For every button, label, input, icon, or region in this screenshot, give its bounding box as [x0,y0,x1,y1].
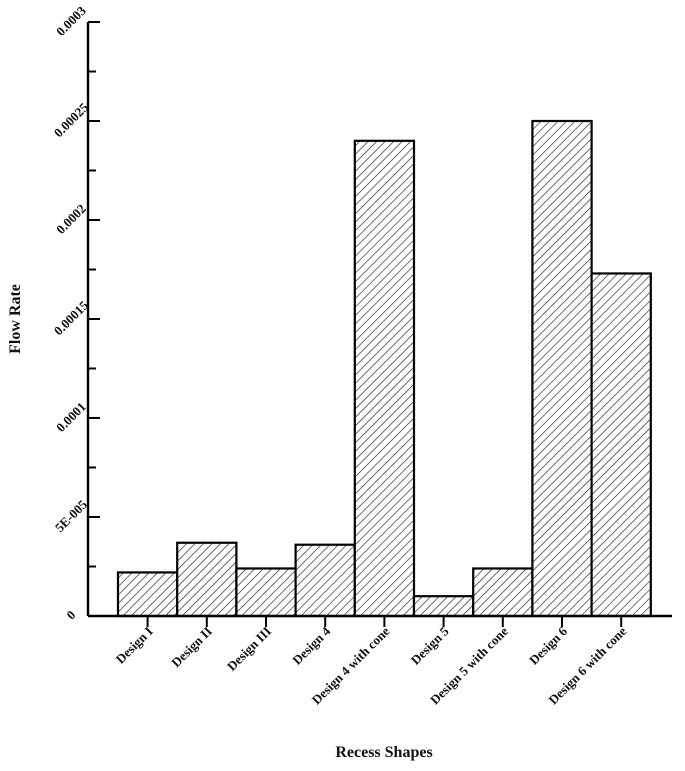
bars-layer [116,119,652,618]
x-category-label: Design III [224,624,274,674]
bar-5 [353,139,416,618]
x-category-label: Design 6 [526,623,570,667]
bar-7 [472,567,534,618]
x-category-label: Design II [168,624,215,671]
bar-1 [116,571,179,618]
x-axis-title: Recess Shapes [335,744,432,761]
y-tick-label: 0.0002 [53,201,89,237]
bar-9 [590,272,652,618]
bar-8 [531,119,593,618]
axes-layer [86,21,672,627]
y-tick-label: 0 [63,607,78,622]
bar-6 [412,595,475,618]
y-tick-label: 0.00025 [51,99,92,140]
x-category-label: Design I [113,624,156,667]
y-tick-label: 0.00015 [51,297,92,338]
y-tick-label: 5E-005 [52,496,91,535]
y-axis-title: Flow Rate [7,284,24,354]
y-tick-label: 0.0001 [53,399,89,435]
y-tick-label: 0.0003 [53,3,89,39]
bar-4 [294,543,356,618]
bar-2 [176,541,238,618]
x-category-label: Design 5 [408,623,452,667]
x-category-label: Design 4 [289,623,333,667]
bar-3 [235,567,297,618]
